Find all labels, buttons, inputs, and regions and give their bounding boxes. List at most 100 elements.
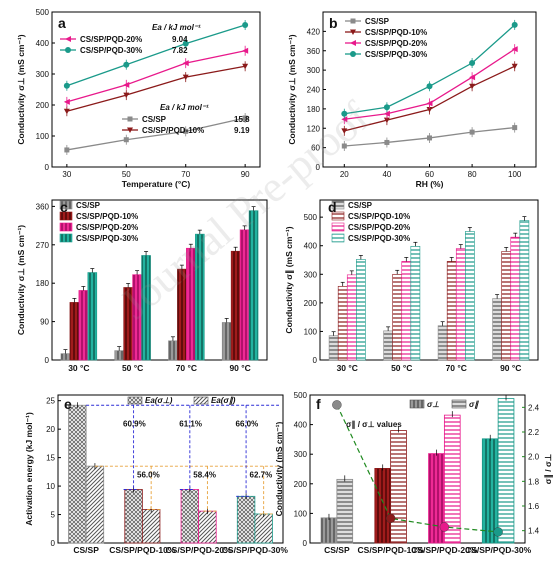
panel-e-bar: [68, 404, 87, 544]
panel-a-ea-value: 7.82: [172, 46, 188, 55]
panel-c-y-tick-label: 180: [36, 279, 50, 288]
panel-f-ratio-label: σ∥ / σ⊥ values: [346, 420, 402, 429]
panel-d-frame: [319, 199, 539, 361]
panel-f-ratio-line: [336, 404, 499, 533]
panel-d-legend-swatch: [331, 222, 345, 232]
panel-f-bar: [320, 517, 338, 544]
panel-c-y-tick-label: 90: [40, 318, 49, 327]
panel-b-y-tick-label: 360: [307, 47, 321, 56]
panel-a-y-tick-label: 500: [36, 8, 50, 17]
panel-b-point: [469, 129, 475, 135]
panel-c-bar: [239, 229, 250, 361]
panel-d-bar: [356, 259, 366, 361]
panel-a-ea-name: CS/SP/PQD-10%: [142, 126, 204, 135]
panel-f-ylabel: Conductivity (mS cm⁻¹): [274, 421, 284, 516]
panel-a-ea-name: CS/SP: [142, 115, 167, 124]
panel-b-legend-marker: [350, 29, 356, 35]
panel-a-ea-legend-marker: [127, 116, 133, 122]
panel-a-point: [63, 82, 70, 89]
panel-b-legend-marker: [350, 51, 356, 57]
panel-b-point: [469, 74, 476, 81]
panel-c-category-label: 30 °C: [68, 363, 89, 373]
panel-c-legend-swatch: [59, 211, 73, 221]
panel-c-bar: [248, 210, 259, 361]
panel-d-legend-swatch: [331, 211, 345, 221]
panel-c-y-tick-label: 360: [36, 202, 50, 211]
panel-a-ea-legend-marker: [65, 47, 71, 53]
panel-b-point: [341, 128, 348, 134]
panel-a-point: [123, 81, 130, 88]
panel-f-ratio-point: [332, 400, 342, 410]
panel-c-legend-label: CS/SP/PQD-30%: [76, 234, 138, 243]
panel-e-category-label: CS/SP/PQD-30%: [222, 545, 289, 555]
panel-d-legend-label: CS/SP/PQD-20%: [348, 223, 410, 232]
panel-a-point: [242, 22, 249, 29]
panel-a-y-tick-label: 100: [36, 132, 50, 141]
panel-f-y-right-tick-label: 2.2: [528, 428, 540, 437]
panel-e-bar: [180, 489, 200, 544]
panel-f-ratio-point: [385, 513, 396, 524]
panel-a-series-line: [66, 117, 246, 151]
panel-b-point: [427, 135, 432, 141]
panel-c-category-label: 90 °C: [229, 363, 250, 373]
panel-b-x-tick-label: 40: [382, 170, 391, 179]
panel-f-ratio-point: [439, 522, 450, 532]
panel-a-frame: [51, 11, 261, 168]
panel-b-point: [384, 139, 390, 145]
panel-d-y-tick-label: 300: [304, 270, 318, 279]
panel-c-bar: [60, 353, 71, 361]
panel-f-y-right-tick-label: 2.0: [528, 453, 540, 462]
panel-f-y-tick-label: 0: [303, 539, 308, 548]
panel-c-legend-swatch: [59, 222, 73, 232]
panel-d-bar: [328, 335, 339, 361]
panel-d-legend-label: CS/SP/PQD-30%: [348, 234, 410, 243]
panel-e-y-tick-label: 10: [46, 482, 55, 491]
panel-d-legend-label: CS/SP/PQD-10%: [348, 212, 410, 221]
panel-a-point: [63, 98, 70, 105]
panel-d-bar: [465, 231, 475, 361]
panel-e-y-tick-label: 0: [51, 539, 56, 548]
panel-d-category-label: 50 °C: [391, 363, 412, 373]
panel-d-legend-swatch: [331, 200, 345, 210]
panel-c-bar: [87, 272, 98, 361]
panel-a-point: [64, 147, 70, 153]
panel-c-legend-label: CS/SP: [76, 201, 101, 210]
panel-c-bar: [177, 268, 187, 361]
panel-c-bar: [168, 340, 178, 361]
panel-f-bar: [497, 398, 515, 544]
panel-c-y-tick-label: 0: [45, 356, 50, 365]
panel-b-y-tick-label: 60: [311, 144, 320, 153]
panel-c-bar: [141, 255, 151, 361]
panel-f-y-tick-label: 300: [294, 450, 308, 459]
panel-a-ea-value: 9.04: [172, 35, 188, 44]
panel-b-point: [511, 21, 518, 28]
panel-a-ea-value: 9.19: [234, 126, 250, 135]
panel-c-legend-swatch: [59, 200, 73, 210]
panel-b-ylabel: Conductivity σ⊥ (mS cm⁻¹): [287, 34, 297, 144]
panel-f-ratio-point: [493, 527, 503, 537]
panel-d-bar: [437, 325, 448, 361]
panel-a-point: [182, 60, 189, 67]
panel-a-y-tick-label: 200: [36, 101, 50, 110]
panel-a-point: [63, 108, 70, 115]
panel-f-legend-swatch: [409, 399, 425, 409]
panel-b-point: [383, 104, 390, 111]
panel-c-bar: [230, 250, 241, 361]
panel-b-y-tick-label: 120: [307, 124, 321, 133]
panel-e-legend-swatch: [193, 396, 209, 405]
panel-a-point: [242, 63, 249, 70]
panel-d-bar: [446, 261, 457, 361]
panel-b-point: [383, 117, 390, 124]
panel-e-percent-label: 58.4%: [193, 471, 216, 480]
panel-b-legend-label: CS/SP/PQD-30%: [365, 50, 427, 59]
panel-e-y-tick-label: 20: [46, 425, 55, 434]
panel-label-c: c: [60, 199, 68, 215]
panel-f-frame: [309, 394, 526, 544]
panel-b-point: [469, 83, 476, 90]
panel-d-bar: [346, 274, 357, 361]
panel-f-ylabel-right: σ∥ / σ⊥: [543, 453, 554, 484]
panel-a-series-line: [66, 50, 246, 103]
panel-d-category-label: 30 °C: [337, 363, 358, 373]
panel-b-y-tick-label: 240: [307, 86, 321, 95]
